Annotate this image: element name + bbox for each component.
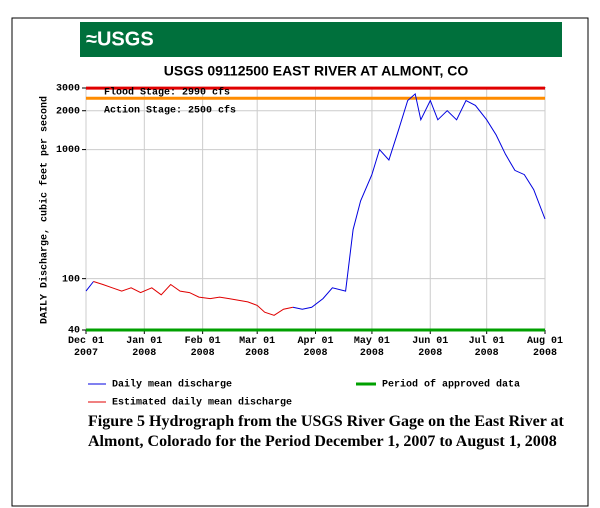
y-tick-label: 3000 — [56, 84, 80, 95]
logo: ≈USGS — [86, 28, 154, 50]
x-tick-label: Jun 01 2008 — [412, 336, 449, 359]
threshold-label: Flood Stage: 2990 cfs — [104, 87, 230, 99]
series-line — [85, 92, 546, 310]
legend-label: Period of approved data — [382, 379, 520, 391]
x-tick-label: Jan 01 2008 — [126, 336, 163, 359]
frame — [11, 17, 589, 507]
caption: Figure 5 Hydrograph from the USGS River … — [88, 413, 564, 450]
legend-label: Daily mean discharge — [112, 379, 232, 391]
series-line — [93, 281, 293, 316]
y-tick-label: 2000 — [56, 106, 80, 117]
x-tick-label: May 01 2008 — [353, 336, 390, 359]
chart-title: USGS 09112500 EAST RIVER AT ALMONT, CO — [164, 63, 469, 79]
x-tick-label: Mar 01 2008 — [239, 336, 276, 359]
x-tick-label: Apr 01 2008 — [297, 336, 334, 359]
y-tick-label: 100 — [62, 274, 80, 285]
y-tick-label: 1000 — [56, 145, 80, 156]
threshold-label: Action Stage: 2500 cfs — [104, 105, 236, 117]
x-tick-label: Jul 01 2008 — [468, 336, 505, 359]
legend-label: Estimated daily mean discharge — [112, 397, 292, 409]
x-tick-label: Aug 01 2008 — [526, 336, 563, 359]
x-tick-label: Feb 01 2008 — [184, 336, 221, 359]
banner — [80, 22, 562, 57]
x-tick-label: Dec 01 2007 — [67, 336, 104, 359]
y-tick-label: 40 — [68, 326, 80, 337]
y-axis-label: DAILY Discharge, cubic feet per second — [39, 96, 51, 324]
